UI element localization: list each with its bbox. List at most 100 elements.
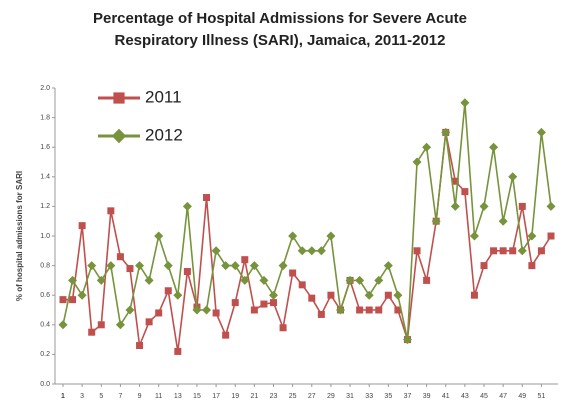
data-point [279, 324, 287, 332]
x-tick-label: 3 [80, 393, 84, 400]
data-point [182, 201, 192, 211]
data-point [163, 261, 173, 271]
data-point [536, 127, 546, 137]
x-tick-label: 9 [138, 393, 142, 400]
data-point [490, 247, 498, 255]
y-tick-label: 1.6 [40, 144, 50, 151]
data-point [298, 281, 306, 289]
data-point [547, 232, 555, 240]
data-point [270, 299, 278, 307]
data-point [212, 309, 220, 317]
legend-marker [111, 128, 127, 144]
data-point [528, 262, 536, 270]
y-tick-label: 2.0 [40, 85, 50, 92]
data-point [240, 275, 250, 285]
x-tick-label: 41 [442, 393, 450, 400]
data-point [546, 201, 556, 211]
data-point [77, 290, 87, 300]
data-point [230, 261, 240, 271]
data-point [96, 275, 106, 285]
data-point [527, 231, 537, 241]
data-point [144, 275, 154, 285]
x-tick-label: 25 [289, 393, 297, 400]
data-point [355, 275, 365, 285]
data-point [173, 290, 183, 300]
x-tick-label: 17 [212, 393, 220, 400]
data-point [107, 207, 115, 215]
data-point [412, 157, 422, 167]
data-point [106, 261, 116, 271]
x-tick-label: 43 [461, 393, 469, 400]
data-point [136, 342, 144, 350]
x-tick-label: 49 [518, 393, 526, 400]
data-point [87, 261, 97, 271]
data-point [461, 188, 469, 196]
data-point [489, 142, 499, 152]
data-point [422, 142, 432, 152]
legend-label: 2012 [145, 125, 183, 144]
data-point [241, 256, 249, 264]
x-tick-label: 45 [480, 393, 488, 400]
data-point [88, 328, 96, 336]
x-tick-label: 47 [499, 393, 507, 400]
data-point [78, 222, 86, 230]
y-tick-label: 1.2 [40, 203, 50, 210]
data-point [58, 320, 68, 330]
x-tick-label: 5 [99, 393, 103, 400]
data-point [269, 290, 279, 300]
data-point [441, 127, 451, 137]
x-tick-label: 35 [384, 393, 392, 400]
data-point [203, 194, 211, 202]
data-point [316, 246, 326, 256]
chart-title: Percentage of Hospital Admissions for Se… [93, 10, 467, 49]
data-point [498, 216, 508, 226]
data-point [202, 305, 212, 315]
data-point [155, 309, 163, 317]
legend-marker [113, 92, 125, 104]
data-point [327, 291, 335, 299]
data-point [69, 296, 77, 304]
data-point [431, 216, 441, 226]
data-point [308, 294, 316, 302]
y-tick-label: 1.4 [40, 174, 50, 181]
data-point [375, 306, 383, 314]
data-point [364, 290, 374, 300]
x-tick-label: 29 [327, 393, 335, 400]
data-point [451, 177, 459, 185]
data-point [115, 320, 125, 330]
data-point [222, 331, 230, 339]
y-tick-label: 0.2 [40, 351, 50, 358]
data-point [470, 291, 478, 299]
data-point [231, 299, 239, 307]
data-point [383, 261, 393, 271]
x-tick-label: 21 [250, 393, 258, 400]
x-tick-label: 31 [346, 393, 354, 400]
data-point [335, 305, 345, 315]
y-tick-label: 0.0 [40, 381, 50, 388]
data-point [125, 305, 135, 315]
x-tick-label: 19 [231, 393, 239, 400]
data-point [68, 275, 78, 285]
data-point [356, 306, 364, 314]
x-tick-label: 51 [538, 393, 546, 400]
data-point [518, 202, 526, 210]
series-line [62, 102, 552, 340]
data-point [183, 268, 191, 276]
data-point [250, 306, 258, 314]
x-tick-label: 7 [118, 393, 122, 400]
data-point [174, 347, 182, 355]
data-point [259, 275, 269, 285]
data-point [469, 231, 479, 241]
data-point [59, 296, 67, 304]
data-point [260, 300, 268, 308]
y-tick-label: 1.8 [40, 114, 50, 121]
x-tick-label: 27 [308, 393, 316, 400]
data-point [326, 231, 336, 241]
data-point [450, 201, 460, 211]
data-point [480, 262, 488, 270]
x-tick-label: 11 [155, 393, 162, 400]
series-line [63, 132, 552, 352]
data-point [289, 269, 297, 277]
